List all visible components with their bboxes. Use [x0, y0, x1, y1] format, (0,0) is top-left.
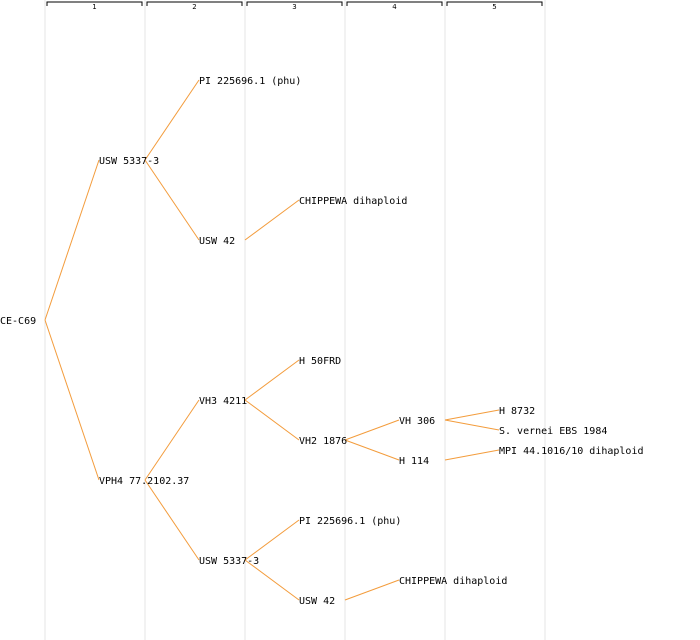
pedigree-node-label: VH 306	[399, 416, 435, 427]
pedigree-node-label: MPI 44.1016/10 dihaploid	[499, 446, 644, 457]
pedigree-edge	[344, 579, 400, 601]
pedigree-node-label: VH2 1876	[299, 436, 347, 447]
pedigree-edge	[244, 399, 300, 441]
pedigree-edge	[444, 449, 500, 461]
pedigree-node-label: VH3 4211	[199, 396, 247, 407]
pedigree-edge	[144, 159, 200, 241]
pedigree-edge	[344, 439, 400, 461]
pedigree-edge	[144, 399, 200, 481]
pedigree-edges	[44, 79, 500, 601]
generation-header-bracket	[146, 1, 243, 6]
pedigree-node-label: CHIPPEWA dihaploid	[399, 576, 507, 587]
pedigree-node-label: USW 5337-3	[199, 556, 259, 567]
pedigree-node-label: VPH4 77.2102.37	[99, 476, 189, 487]
generation-number-label: 4	[392, 3, 397, 11]
pedigree-edge	[244, 359, 300, 401]
pedigree-nodes: CE-C69 USW 5337-3 PI 225696.1 (phu) USW 42 C…	[0, 76, 644, 607]
pedigree-node-label: H 50FRD	[299, 356, 341, 367]
pedigree-node-label: H 114	[399, 456, 429, 467]
generation-columns: 1 2 3 4 5	[44, 0, 546, 640]
generation-header-bracket	[246, 1, 343, 6]
generation-number-label: 3	[292, 3, 296, 11]
pedigree-edge	[244, 559, 300, 601]
pedigree-edge	[344, 419, 400, 441]
pedigree-node-label: CE-C69	[0, 316, 36, 327]
pedigree-edge	[44, 159, 100, 321]
generation-header-bracket	[46, 1, 143, 6]
pedigree-node-label: PI 225696.1 (phu)	[199, 76, 301, 87]
pedigree-node-label: S. vernei EBS 1984	[499, 426, 607, 437]
generation-number-label: 1	[92, 3, 96, 11]
pedigree-edge	[244, 199, 300, 241]
pedigree-node-label: PI 225696.1 (phu)	[299, 516, 401, 527]
pedigree-edge	[444, 419, 500, 431]
pedigree-node-label: H 8732	[499, 406, 535, 417]
pedigree-node-label: USW 42	[299, 596, 335, 607]
pedigree-edge	[144, 479, 200, 561]
pedigree-edge	[44, 319, 100, 481]
pedigree-node-label: USW 42	[199, 236, 235, 247]
generation-header-bracket	[446, 1, 543, 6]
pedigree-edge	[144, 79, 200, 161]
pedigree-edge	[244, 519, 300, 561]
pedigree-edge	[444, 409, 500, 421]
generation-header-bracket	[346, 1, 443, 6]
generation-number-label: 5	[492, 3, 496, 11]
generation-number-label: 2	[192, 3, 196, 11]
pedigree-node-label: USW 5337-3	[99, 156, 159, 167]
pedigree-node-label: CHIPPEWA dihaploid	[299, 196, 407, 207]
